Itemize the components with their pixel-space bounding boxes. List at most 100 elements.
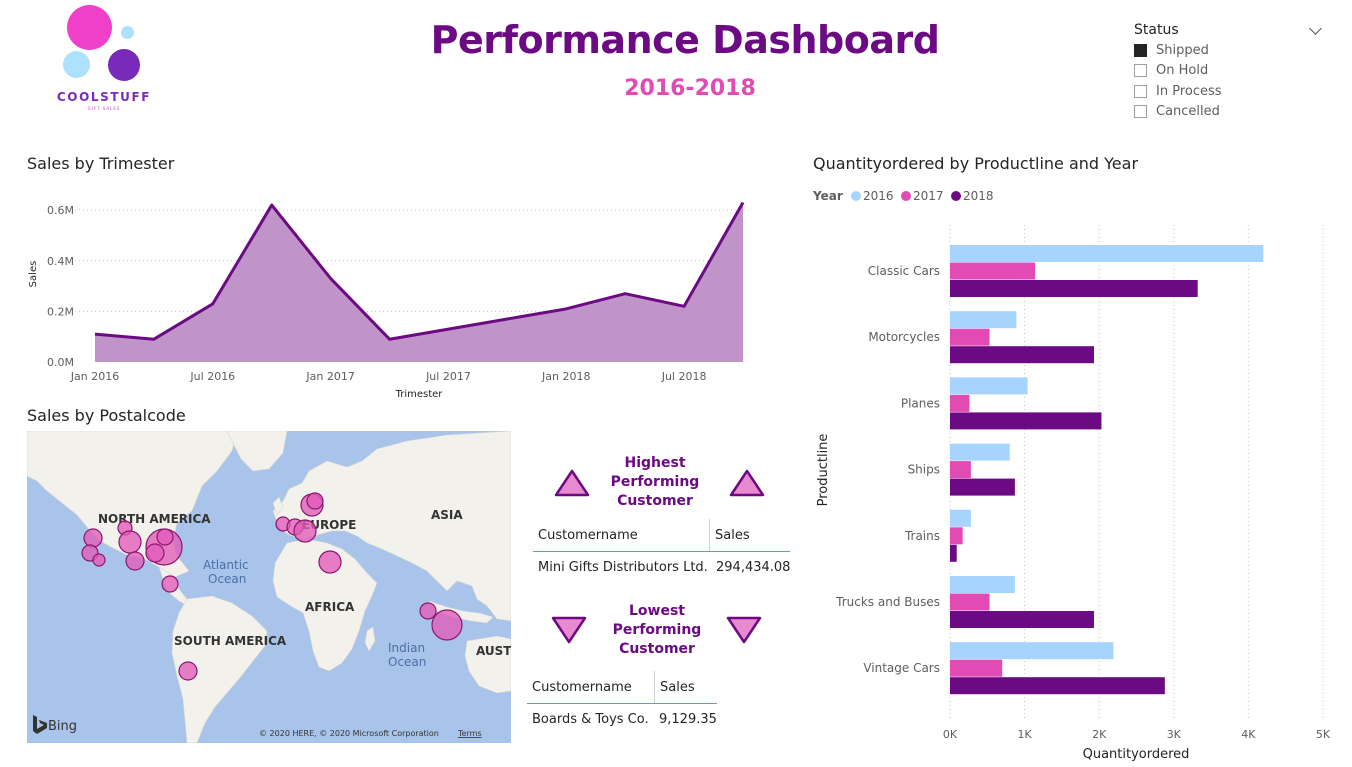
quantity-chart-title: Quantityordered by Productline and Year — [813, 154, 1139, 173]
checkbox-shipped[interactable] — [1134, 43, 1147, 57]
data-point[interactable] — [623, 292, 627, 296]
map-label-indian-ocean: Ocean — [388, 655, 426, 669]
map-title: Sales by Postalcode — [27, 406, 186, 425]
map-bubble[interactable] — [419, 602, 437, 620]
category-label: Trucks and Buses — [835, 595, 940, 609]
map-label-africa: AFRICA — [305, 600, 355, 614]
y-axis-label: Productline — [816, 434, 831, 507]
map-label-south-america: SOUTH AMERICA — [174, 634, 287, 648]
sales-trimester-chart: 0.0M 0.2M 0.4M 0.6M Sales Jan 2016 Jul 2016 Jan… — [28, 201, 745, 400]
bar[interactable] — [950, 262, 1036, 280]
land-north-america — [27, 431, 238, 578]
bar[interactable] — [950, 576, 1015, 593]
bar[interactable] — [950, 611, 1094, 628]
table-header: Customername Sales — [533, 519, 790, 552]
map-bubble[interactable] — [92, 553, 106, 567]
map-bubble[interactable] — [178, 661, 198, 681]
bar[interactable] — [950, 377, 1028, 395]
bar[interactable] — [950, 346, 1094, 364]
map-canvas[interactable]: NORTH AMERICA EUROPE ASIA AFRICA SOUTH A… — [27, 431, 511, 743]
land-madagascar — [364, 626, 376, 652]
bar[interactable] — [950, 527, 963, 545]
bar[interactable] — [950, 311, 1017, 329]
x-axis-label: Trimester — [395, 389, 444, 400]
x-tick-label: 0K — [943, 728, 958, 741]
x-tick-label: Jan 2017 — [305, 370, 354, 383]
x-tick-label: 4K — [1241, 728, 1256, 741]
bar[interactable] — [950, 509, 971, 527]
map-bubble[interactable] — [306, 492, 324, 510]
map-bubble[interactable] — [156, 528, 174, 546]
data-point[interactable] — [682, 304, 686, 308]
map-bubble[interactable] — [293, 519, 317, 543]
bar[interactable] — [950, 328, 990, 346]
x-tick-label: Jul 2016 — [189, 370, 235, 383]
data-point[interactable] — [388, 337, 392, 341]
series-line — [94, 201, 745, 341]
land-south-america — [171, 595, 268, 743]
bar[interactable] — [950, 443, 1010, 461]
x-tick-label: 1K — [1017, 728, 1032, 741]
bar[interactable] — [950, 593, 990, 611]
data-point[interactable] — [505, 317, 509, 321]
checkbox-cancelled[interactable] — [1134, 105, 1147, 119]
bar[interactable] — [950, 245, 1264, 262]
map-label-austr: AUSTR — [476, 644, 511, 658]
bar[interactable] — [950, 461, 971, 479]
bar[interactable] — [950, 544, 957, 562]
status-option-shipped[interactable]: Shipped — [1134, 40, 1326, 61]
data-point[interactable] — [329, 276, 333, 280]
cell-customer: Mini Gifts Distributors Ltd. — [538, 559, 708, 575]
status-option-cancelled[interactable]: Cancelled — [1134, 102, 1326, 123]
data-point[interactable] — [93, 332, 97, 336]
map-label-north-america: NORTH AMERICA — [98, 512, 211, 526]
data-point[interactable] — [152, 337, 156, 341]
column-header-sales[interactable]: Sales — [709, 519, 790, 551]
dashboard-title: Performance Dashboard — [430, 18, 940, 62]
status-option-label: On Hold — [1156, 63, 1209, 79]
data-point[interactable] — [564, 307, 568, 311]
sales-map[interactable]: NORTH AMERICA EUROPE ASIA AFRICA SOUTH A… — [27, 431, 511, 743]
category-label: Classic Cars — [868, 264, 940, 278]
status-option-on-hold[interactable]: On Hold — [1134, 61, 1326, 82]
checkbox-in-process[interactable] — [1134, 84, 1147, 98]
bar[interactable] — [950, 478, 1015, 496]
bar[interactable] — [950, 677, 1165, 695]
map-bubble[interactable] — [83, 528, 103, 548]
cell-customer: Boards & Toys Co. — [532, 711, 649, 727]
table-row: Boards & Toys Co. 9,129.35 — [527, 704, 717, 734]
map-label-indian: Indian — [388, 641, 425, 655]
status-option-in-process[interactable]: In Process — [1134, 81, 1326, 102]
x-tick-label: Jul 2018 — [661, 370, 707, 383]
status-slicer-header[interactable]: Status — [1134, 20, 1326, 40]
map-bubble[interactable] — [431, 609, 463, 641]
lowest-title-line: Customer — [619, 641, 695, 657]
map-terms-link[interactable]: Terms — [457, 729, 482, 738]
map-bubble[interactable] — [145, 543, 165, 563]
data-point[interactable] — [741, 201, 745, 205]
map-bubble[interactable] — [118, 530, 142, 554]
map-bubble[interactable] — [125, 551, 145, 571]
data-point[interactable] — [211, 302, 215, 306]
table-row: Mini Gifts Distributors Ltd. 294,434.08 — [533, 552, 790, 582]
up-triangle-icon — [554, 469, 590, 497]
status-slicer: Status Shipped On Hold In Process Cancel… — [1134, 20, 1326, 122]
bar[interactable] — [950, 412, 1102, 430]
column-header-sales[interactable]: Sales — [654, 671, 717, 703]
map-bubble[interactable] — [318, 550, 342, 574]
bing-label: Bing — [48, 719, 77, 734]
data-point[interactable] — [446, 327, 450, 331]
checkbox-on-hold[interactable] — [1134, 64, 1147, 78]
map-bubble[interactable] — [161, 575, 179, 593]
bar[interactable] — [950, 659, 1003, 677]
quantity-chart: Year 2016 2017 2018 0K 1K 2K 3K 4K 5K Quantityorde… — [812, 189, 1331, 762]
bar[interactable] — [950, 280, 1198, 297]
chevron-down-icon[interactable] — [1309, 21, 1322, 35]
column-header-customername[interactable]: Customername — [538, 527, 638, 543]
lowest-customer-table: Customername Sales Boards & Toys Co. 9,1… — [527, 671, 717, 734]
data-point[interactable] — [270, 203, 274, 207]
bar[interactable] — [950, 642, 1114, 660]
highest-title-line: Customer — [617, 493, 693, 509]
bar[interactable] — [950, 394, 970, 412]
column-header-customername[interactable]: Customername — [532, 679, 632, 695]
